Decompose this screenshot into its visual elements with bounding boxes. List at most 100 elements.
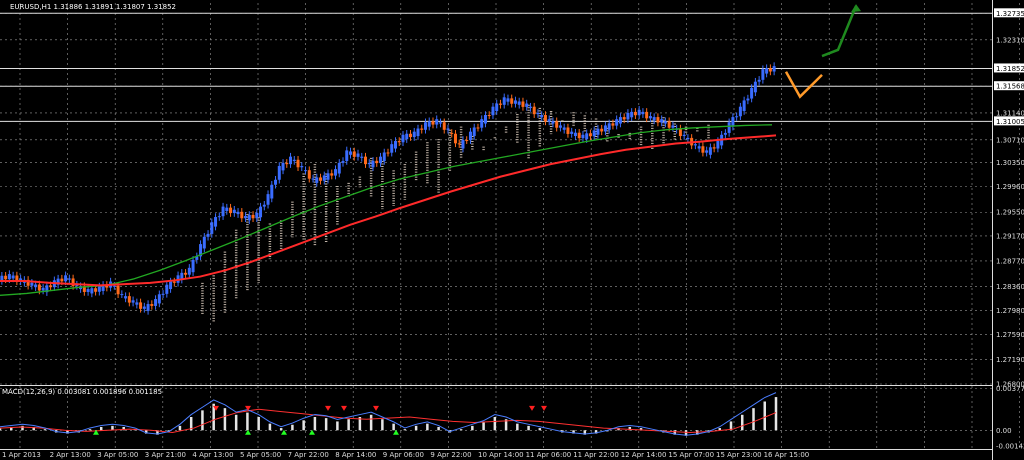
sell-arrow — [325, 405, 331, 411]
bear-candle — [127, 296, 131, 303]
bull-candle — [716, 141, 720, 149]
bull-candle — [360, 156, 364, 158]
bull-candle — [112, 285, 116, 287]
ma-slow-line — [0, 134, 777, 287]
bull-candle — [289, 156, 293, 165]
bull-candle — [97, 286, 101, 292]
bear-candle — [26, 279, 30, 286]
bull-candle — [671, 125, 675, 128]
price-tick-label: 1.29960 — [996, 183, 1024, 191]
bull-candle — [742, 100, 746, 112]
bear-candle — [476, 127, 480, 129]
bull-candle — [401, 134, 405, 143]
bear-candle — [498, 103, 502, 105]
bull-candle — [393, 141, 397, 149]
bull-candle — [427, 121, 431, 127]
time-tick-label: 8 Apr 14:00 — [335, 451, 376, 459]
moving-averages — [0, 124, 777, 296]
time-tick-label: 9 Apr 06:00 — [383, 451, 424, 459]
bull-candle — [304, 170, 308, 172]
bull-candle — [56, 278, 60, 285]
bull-candle — [34, 284, 38, 288]
bull-candle — [525, 103, 529, 107]
bull-candle — [562, 127, 566, 130]
price-tick-label: 1.28770 — [996, 257, 1024, 265]
bull-candle — [64, 275, 68, 282]
bear-candle — [450, 132, 454, 134]
time-tick-label: 3 Apr 05:00 — [97, 451, 138, 459]
price-tick-label: 1.31140 — [996, 109, 1024, 117]
bull-candle — [236, 211, 240, 215]
bull-candle — [705, 150, 709, 153]
bear-candle — [465, 139, 469, 141]
bear-candle — [307, 170, 311, 179]
price-level-tag — [994, 8, 1024, 18]
bull-candle — [536, 112, 540, 115]
time-tick-label: 9 Apr 22:00 — [430, 451, 471, 459]
bull-candle — [750, 87, 754, 99]
axis-border — [992, 0, 993, 460]
bull-candle — [0, 275, 4, 281]
bull-candle — [379, 156, 383, 164]
bear-candle — [588, 133, 592, 137]
bull-candle — [41, 287, 45, 291]
bull-candle — [86, 289, 90, 292]
price-tick-label: 1.28360 — [996, 283, 1024, 291]
bear-candle — [645, 111, 649, 119]
bull-candle — [626, 112, 630, 120]
bear-candle — [105, 284, 109, 288]
candlesticks — [0, 62, 776, 315]
projection-lines — [784, 4, 861, 99]
bear-candle — [82, 286, 86, 292]
bull-candle — [90, 288, 94, 294]
time-tick-label: 7 Apr 22:00 — [288, 451, 329, 459]
horizontal-levels — [0, 12, 992, 122]
bull-candle — [187, 267, 191, 275]
bull-candle — [154, 299, 158, 306]
buy-arrow — [309, 429, 315, 435]
bear-candle — [408, 133, 412, 138]
bull-candle — [232, 209, 236, 214]
bull-candle — [371, 160, 375, 168]
bear-candle — [4, 275, 8, 280]
bear-candle — [442, 122, 446, 130]
bear-candle — [667, 121, 671, 128]
price-tick-label: 1.31005 — [996, 118, 1024, 126]
bull-candle — [247, 214, 251, 221]
projection-orange — [784, 71, 823, 99]
bull-candle — [438, 122, 442, 124]
price-tick-label: 1.26800 — [996, 381, 1024, 389]
bull-candle — [558, 125, 562, 128]
bull-candle — [146, 304, 150, 311]
bull-candle — [570, 131, 574, 134]
bull-candle — [772, 66, 776, 72]
bull-candle — [663, 121, 667, 124]
bull-candle — [281, 162, 285, 171]
bull-candle — [274, 179, 278, 185]
bull-candle — [382, 152, 386, 162]
bull-candle — [723, 132, 727, 135]
bull-candle — [735, 116, 739, 118]
bull-candle — [356, 153, 360, 157]
price-axis: 1.32735 1.32310 1.31852 1.31568 1.311401.310… — [994, 8, 1024, 451]
ichimoku-cloud — [201, 104, 710, 322]
bear-candle — [330, 173, 334, 176]
price-grid — [0, 3, 1020, 385]
price-tick-label: 1.30350 — [996, 159, 1024, 167]
time-tick-label: 15 Apr 23:00 — [716, 451, 762, 459]
bull-candle — [315, 177, 319, 183]
bull-candle — [630, 111, 634, 118]
bull-candle — [195, 256, 199, 260]
bear-candle — [521, 101, 525, 107]
bear-candle — [656, 117, 660, 123]
bull-candle — [199, 244, 203, 257]
bear-candle — [285, 162, 289, 165]
bull-candle — [513, 100, 517, 104]
bull-candle — [101, 284, 105, 291]
bull-candle — [120, 294, 124, 296]
bull-candle — [660, 119, 664, 123]
bear-candle — [296, 159, 300, 168]
bull-candle — [311, 178, 315, 180]
bear-candle — [251, 214, 255, 219]
